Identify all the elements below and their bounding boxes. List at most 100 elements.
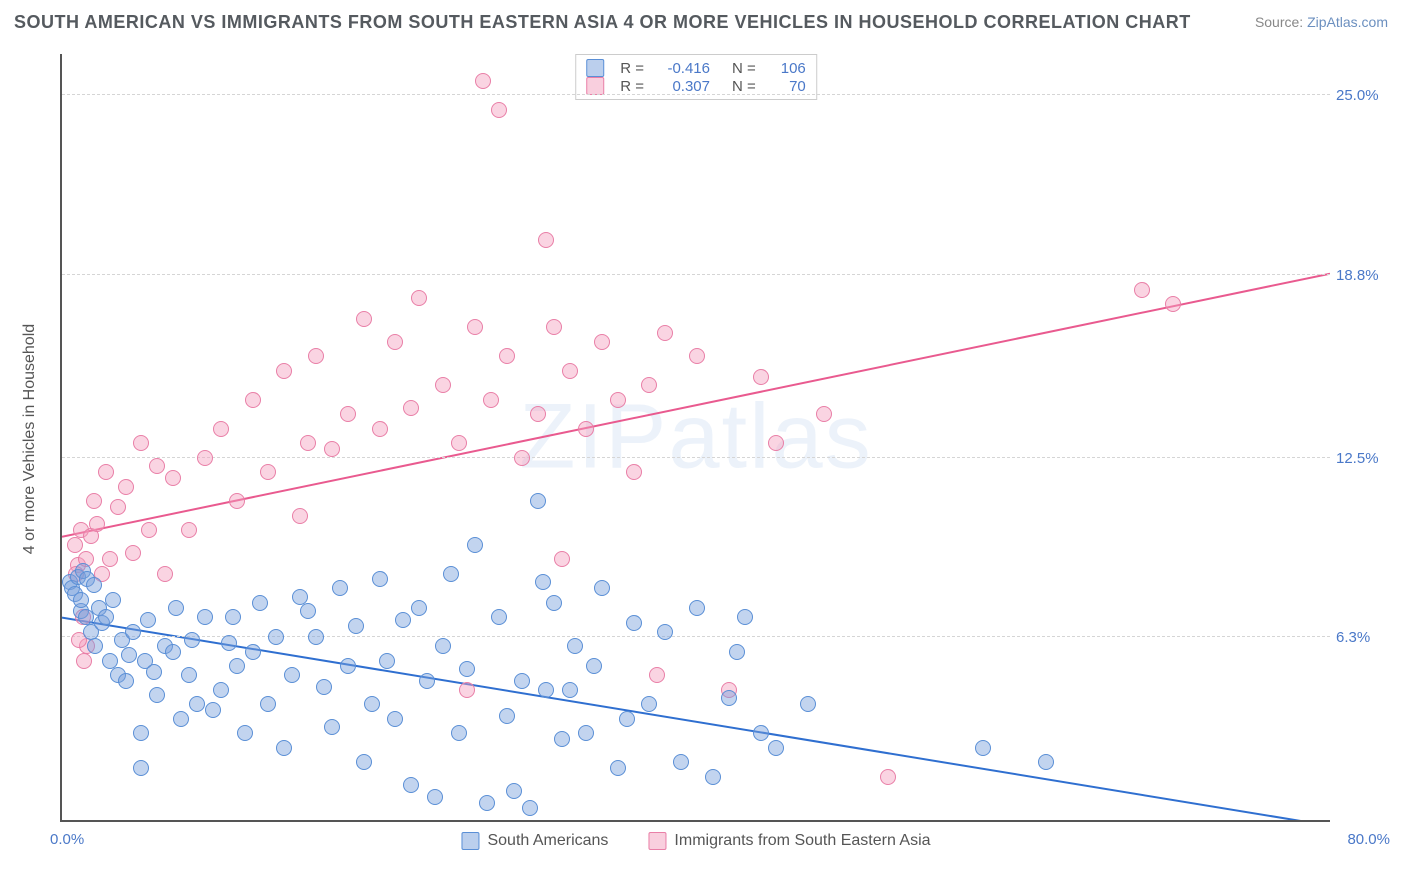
data-point: [86, 493, 102, 509]
data-point: [133, 725, 149, 741]
data-point: [252, 595, 268, 611]
data-point: [626, 615, 642, 631]
data-point: [689, 600, 705, 616]
data-point: [276, 363, 292, 379]
data-point: [435, 377, 451, 393]
data-point: [98, 609, 114, 625]
legend-series: South Americans Immigrants from South Eas…: [461, 832, 930, 850]
data-point: [594, 334, 610, 350]
data-point: [292, 508, 308, 524]
data-point: [213, 421, 229, 437]
data-point: [578, 725, 594, 741]
data-point: [530, 406, 546, 422]
data-point: [118, 479, 134, 495]
data-point: [562, 682, 578, 698]
source-link[interactable]: ZipAtlas.com: [1307, 14, 1388, 30]
data-point: [332, 580, 348, 596]
data-point: [308, 348, 324, 364]
data-point: [87, 638, 103, 654]
data-point: [705, 769, 721, 785]
data-point: [816, 406, 832, 422]
data-point: [372, 571, 388, 587]
y-axis-label: 4 or more Vehicles in Household: [21, 309, 39, 569]
gridline: [62, 457, 1330, 458]
data-point: [356, 311, 372, 327]
data-point: [197, 609, 213, 625]
data-point: [146, 664, 162, 680]
data-point: [76, 653, 92, 669]
data-point: [689, 348, 705, 364]
gridline: [62, 274, 1330, 275]
data-point: [514, 450, 530, 466]
data-point: [1038, 754, 1054, 770]
n-label: N =: [732, 60, 756, 77]
data-point: [165, 644, 181, 660]
data-point: [483, 392, 499, 408]
data-point: [499, 708, 515, 724]
data-point: [499, 348, 515, 364]
data-point: [1165, 296, 1181, 312]
data-point: [554, 731, 570, 747]
data-point: [610, 392, 626, 408]
data-point: [479, 795, 495, 811]
r-label: R =: [620, 60, 644, 77]
data-point: [141, 522, 157, 538]
data-point: [324, 719, 340, 735]
data-point: [578, 421, 594, 437]
scatter-plot-area: ZIPatlas R =-0.416N =106R =0.307N =70 So…: [60, 54, 1330, 822]
legend-row: R = -0.416 N = 106: [586, 59, 806, 77]
data-point: [411, 600, 427, 616]
data-point: [641, 377, 657, 393]
data-point: [737, 609, 753, 625]
data-point: [491, 609, 507, 625]
data-point: [768, 740, 784, 756]
data-point: [975, 740, 991, 756]
data-point: [184, 632, 200, 648]
y-tick-label: 12.5%: [1336, 450, 1396, 467]
data-point: [105, 592, 121, 608]
data-point: [173, 711, 189, 727]
data-point: [149, 458, 165, 474]
data-point: [427, 789, 443, 805]
n-value: 70: [766, 78, 806, 95]
data-point: [506, 783, 522, 799]
data-point: [340, 658, 356, 674]
data-point: [530, 493, 546, 509]
n-label: N =: [732, 78, 756, 95]
legend-row: R =0.307N =70: [586, 77, 806, 95]
data-point: [535, 574, 551, 590]
data-point: [475, 73, 491, 89]
data-point: [586, 658, 602, 674]
legend-series-item: South Americans: [461, 832, 608, 850]
data-point: [491, 102, 507, 118]
data-point: [673, 754, 689, 770]
data-point: [1134, 282, 1150, 298]
n-value: 106: [766, 60, 806, 77]
data-point: [300, 603, 316, 619]
data-point: [73, 592, 89, 608]
data-point: [395, 612, 411, 628]
r-value: -0.416: [654, 60, 710, 77]
data-point: [554, 551, 570, 567]
data-point: [118, 673, 134, 689]
data-point: [387, 711, 403, 727]
data-point: [467, 319, 483, 335]
data-point: [316, 679, 332, 695]
data-point: [562, 363, 578, 379]
data-point: [649, 667, 665, 683]
legend-series-label: Immigrants from South Eastern Asia: [674, 832, 930, 849]
data-point: [121, 647, 137, 663]
data-point: [133, 435, 149, 451]
data-point: [348, 618, 364, 634]
data-point: [268, 629, 284, 645]
data-point: [451, 725, 467, 741]
data-point: [140, 612, 156, 628]
data-point: [443, 566, 459, 582]
data-point: [197, 450, 213, 466]
data-point: [213, 682, 229, 698]
x-tick-label: 80.0%: [1347, 831, 1390, 848]
data-point: [276, 740, 292, 756]
data-point: [245, 644, 261, 660]
data-point: [610, 760, 626, 776]
y-tick-label: 6.3%: [1336, 629, 1396, 646]
